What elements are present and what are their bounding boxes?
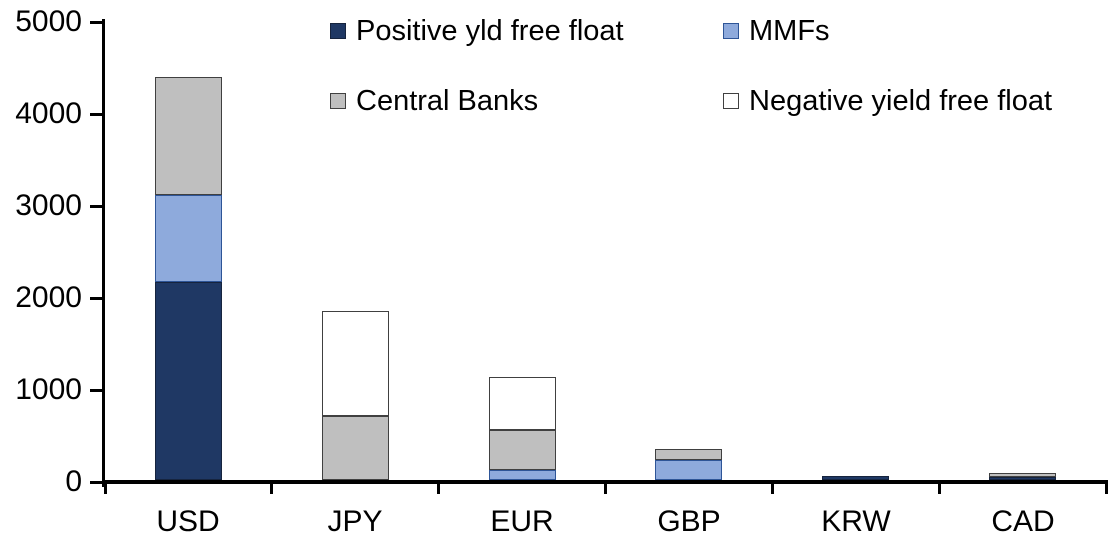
y-axis-tick [90, 20, 103, 24]
bar-segment-usd-1 [155, 195, 222, 282]
x-axis-tick [437, 480, 441, 494]
y-axis-tick [90, 296, 103, 300]
bar-segment-usd-0 [155, 282, 222, 480]
legend-item-central-banks: Central Banks [330, 85, 538, 117]
y-axis-tick-label: 2000 [15, 281, 82, 314]
x-axis-label-gbp: GBP [657, 505, 721, 538]
x-axis-label-eur: EUR [490, 505, 554, 538]
bar-segment-gbp-2 [655, 449, 722, 460]
y-axis-tick-label: 5000 [15, 5, 82, 38]
y-axis-tick [90, 112, 103, 116]
y-axis-tick [90, 480, 103, 484]
y-axis-tick-label: 0 [65, 465, 82, 498]
x-axis-tick [604, 480, 607, 494]
bar-segment-krw-0 [822, 476, 889, 480]
bar-segment-eur-3 [489, 377, 556, 430]
legend-label: Positive yld free float [356, 15, 624, 47]
legend-item-mmfs: MMFs [723, 15, 830, 47]
y-axis-line [102, 19, 105, 487]
x-axis-tick [270, 480, 274, 494]
x-axis-label-jpy: JPY [327, 505, 383, 538]
legend-swatch-icon [330, 23, 346, 39]
y-axis-tick [90, 388, 103, 392]
legend-item-positive-yld-free-float: Positive yld free float [330, 15, 624, 47]
legend-swatch-icon [723, 23, 739, 39]
bar-segment-usd-2 [155, 77, 222, 195]
x-axis-label-krw: KRW [821, 505, 891, 538]
y-axis-tick-label: 1000 [15, 373, 82, 406]
bar-segment-gbp-1 [655, 460, 722, 480]
bar-segment-jpy-2 [322, 416, 389, 480]
legend-label: MMFs [749, 15, 830, 47]
legend-item-negative-yield-free-float: Negative yield free float [723, 85, 1052, 117]
legend-label: Negative yield free float [749, 85, 1053, 117]
bar-segment-jpy-3 [322, 311, 389, 416]
x-axis-tick [1104, 480, 1108, 494]
bar-segment-cad-2 [989, 473, 1056, 477]
legend-swatch-icon [330, 93, 346, 109]
y-axis-tick [90, 204, 103, 208]
x-axis-label-usd: USD [156, 505, 220, 538]
legend-swatch-icon [723, 93, 739, 109]
x-axis-tick [103, 480, 107, 494]
legend-label: Central Banks [356, 85, 539, 117]
x-axis-tick [937, 480, 941, 494]
y-axis-tick-label: 3000 [15, 189, 82, 222]
x-axis-tick [770, 480, 774, 494]
bar-segment-eur-1 [489, 470, 556, 480]
bar-segment-cad-0 [989, 477, 1056, 480]
y-axis-tick-label: 4000 [15, 97, 82, 130]
x-axis-label-cad: CAD [991, 505, 1055, 538]
bar-segment-eur-2 [489, 430, 556, 470]
